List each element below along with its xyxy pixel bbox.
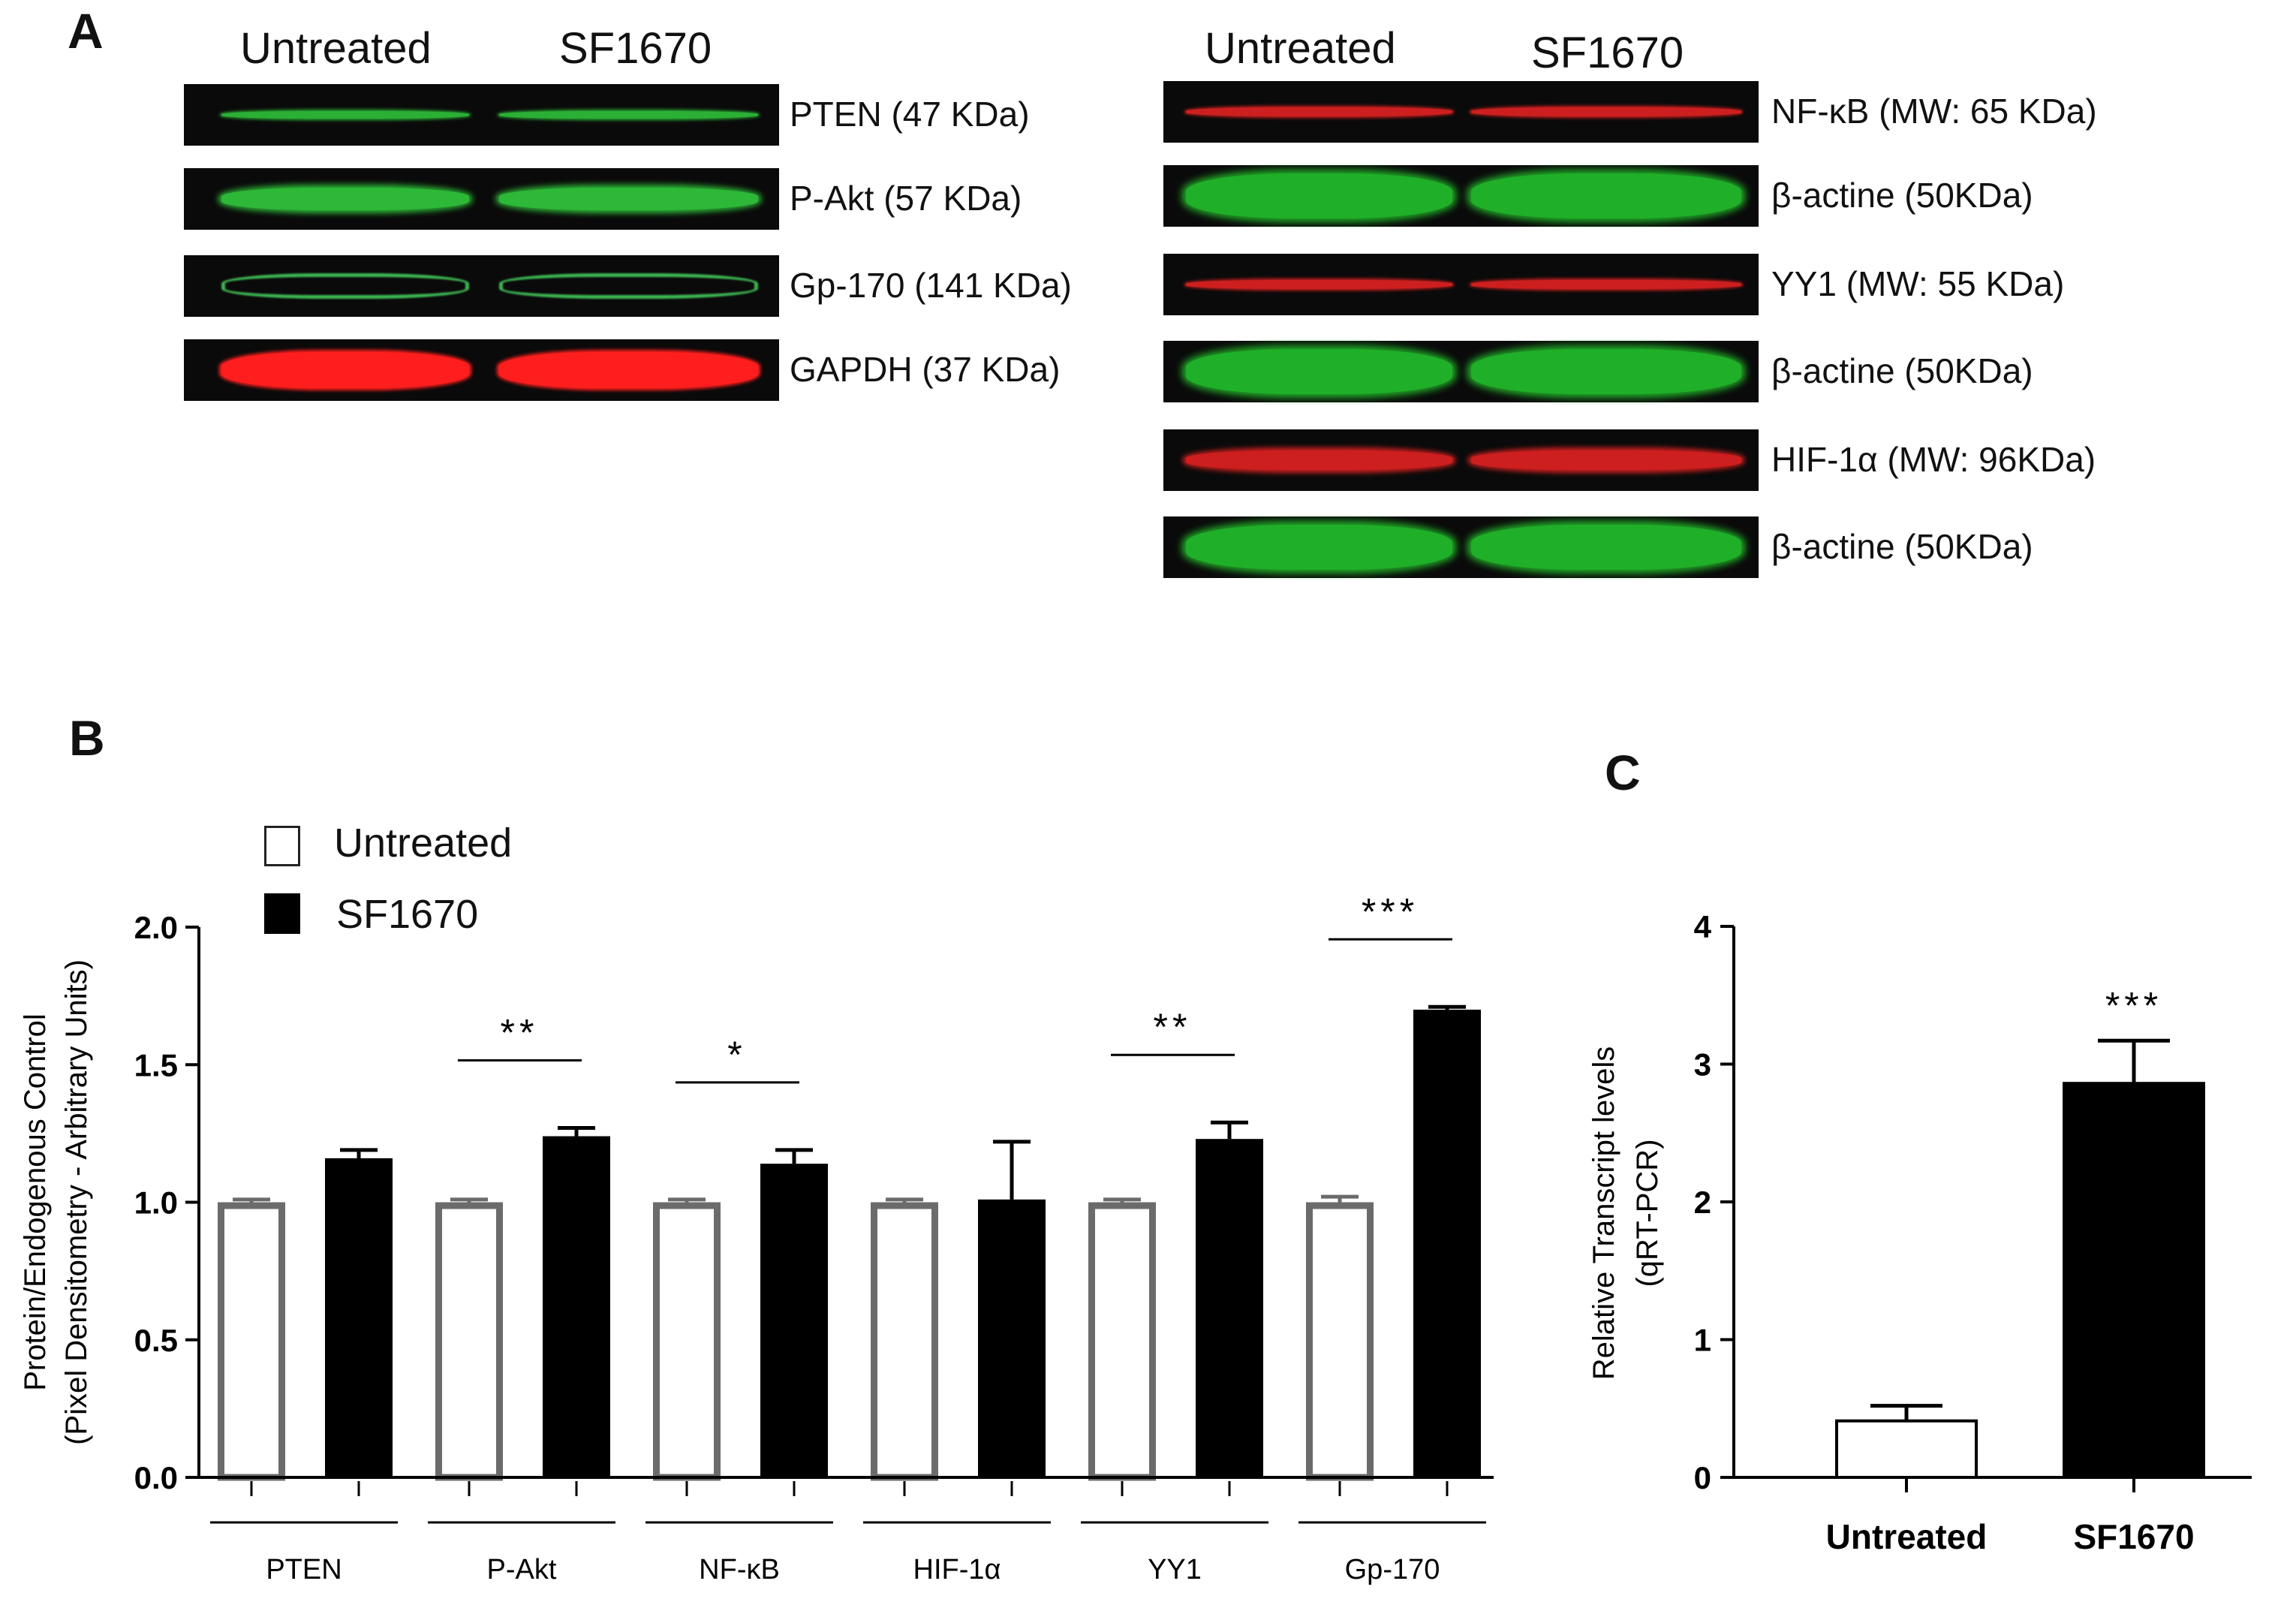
right-column-header-untreated: Untreated [1205,24,1396,73]
bar-sf1670 [978,1199,1046,1478]
blot-strip [184,84,779,146]
band-untreated [1186,450,1452,470]
band-label: β-actine (50KDa) [1771,176,2033,215]
y-tick-label: 4 [1694,909,1712,944]
bar-untreated [218,1202,285,1481]
significance-marker: * [727,1034,746,1076]
blot-strip [1163,254,1759,315]
band-sf1670 [499,188,758,210]
band-label: Gp-170 (141 KDa) [790,266,1072,305]
bar-untreated [1088,1202,1156,1481]
chart-c-transcript-levels: 0 1 2 3 4 Relative Transcript levels (qRT-PCR)… [1587,909,2252,1556]
band-sf1670 [1471,280,1741,289]
panel-b-letter: B [69,710,105,766]
category-label: Gp-170 [1345,1554,1440,1585]
y-axis-label-line: (qRT-PCR) [1631,1139,1664,1287]
blot-strip [184,339,779,401]
y-axis-label-line: Relative Transcript levels [1587,1046,1620,1381]
band-sf1670 [499,273,758,299]
blot-strip [184,255,779,317]
blot-strip [1163,165,1759,227]
left-column-header-untreated: Untreated [240,24,432,73]
category-label: YY1 [1148,1554,1202,1585]
legend-label-sf1670: SF1670 [336,892,479,937]
chart-b-protein-levels: 0.0 0.5 1.0 1.5 2.0 Protein/Endogenous Contro… [19,890,1494,1585]
band-sf1670 [499,111,758,119]
band-untreated [1186,280,1452,289]
band-untreated [1186,525,1452,570]
band-label: YY1 (MW: 55 KDa) [1771,264,2065,303]
significance-marker: *** [2105,984,2162,1026]
y-tick-label: 0.0 [134,1460,178,1495]
band-untreated [221,188,469,210]
band-untreated [1186,349,1452,394]
bar-sf1670 [1413,1009,1481,1478]
category-label: Untreated [1826,1517,1988,1556]
category-label: HIF-1α [913,1554,1001,1585]
significance-marker: *** [1362,890,1419,932]
bar-sf1670 [2063,1082,2205,1479]
blot-strip [1163,81,1759,143]
band-untreated [1186,173,1452,218]
panel-c-letter: C [1605,745,1641,800]
band-sf1670 [1471,525,1741,570]
y-tick-label: 1.0 [134,1185,178,1221]
bar-untreated [1835,1419,1978,1480]
bar-sf1670 [1196,1139,1263,1478]
band-label: HIF-1α (MW: 96KDa) [1771,440,2096,479]
band-label: GAPDH (37 KDa) [790,350,1061,389]
y-tick-label: 3 [1694,1047,1711,1083]
y-tick-label: 0.5 [134,1323,178,1358]
right-column-header-sf1670: SF1670 [1531,29,1684,77]
band-label: PTEN (47 KDa) [790,95,1030,134]
band-label: NF-κB (MW: 65 KDa) [1771,92,2097,131]
band-label: P-Akt (57 KDa) [790,179,1022,218]
y-tick-label: 2.0 [134,910,178,945]
legend-label-untreated: Untreated [334,821,513,866]
blot-strip [184,168,779,230]
bar-untreated [435,1202,503,1481]
significance-marker: ** [1154,1006,1192,1048]
legend-swatch-untreated [264,826,300,866]
y-axis-label-line: (Pixel Densitometry - Arbitrary Units) [60,959,93,1445]
y-tick-label: 0 [1694,1460,1711,1495]
band-label: β-actine (50KDa) [1771,351,2033,390]
y-tick-label: 1.5 [134,1047,178,1083]
category-label: PTEN [266,1554,342,1585]
category-label: NF-κB [699,1554,780,1585]
bar-untreated [653,1202,721,1481]
band-sf1670 [1471,450,1741,470]
bar-sf1670 [543,1136,610,1478]
blot-strip [1163,429,1759,491]
bar-untreated [871,1202,938,1481]
band-sf1670 [1471,349,1741,394]
panel-a-letter: A [68,3,104,59]
significance-marker: ** [501,1012,539,1054]
y-axis-label-line: Protein/Endogenous Control [19,1013,52,1391]
band-sf1670 [1471,173,1741,218]
bar-untreated [1306,1202,1374,1481]
blot-strip [1163,516,1759,578]
bar-sf1670 [760,1164,828,1478]
y-tick-label: 2 [1694,1185,1711,1220]
band-label: β-actine (50KDa) [1771,527,2033,566]
category-label: SF1670 [2073,1517,2194,1556]
y-tick-label: 1 [1694,1323,1711,1358]
band-untreated [1186,107,1452,116]
band-untreated [221,111,469,119]
band-untreated [221,352,469,388]
category-label: P-Akt [487,1554,557,1585]
band-sf1670 [1471,107,1741,116]
band-sf1670 [499,352,758,388]
blot-strip [1163,341,1759,402]
band-untreated [221,273,469,299]
bar-sf1670 [325,1158,393,1478]
left-column-header-sf1670: SF1670 [559,24,712,73]
legend-swatch-sf1670 [264,893,300,934]
